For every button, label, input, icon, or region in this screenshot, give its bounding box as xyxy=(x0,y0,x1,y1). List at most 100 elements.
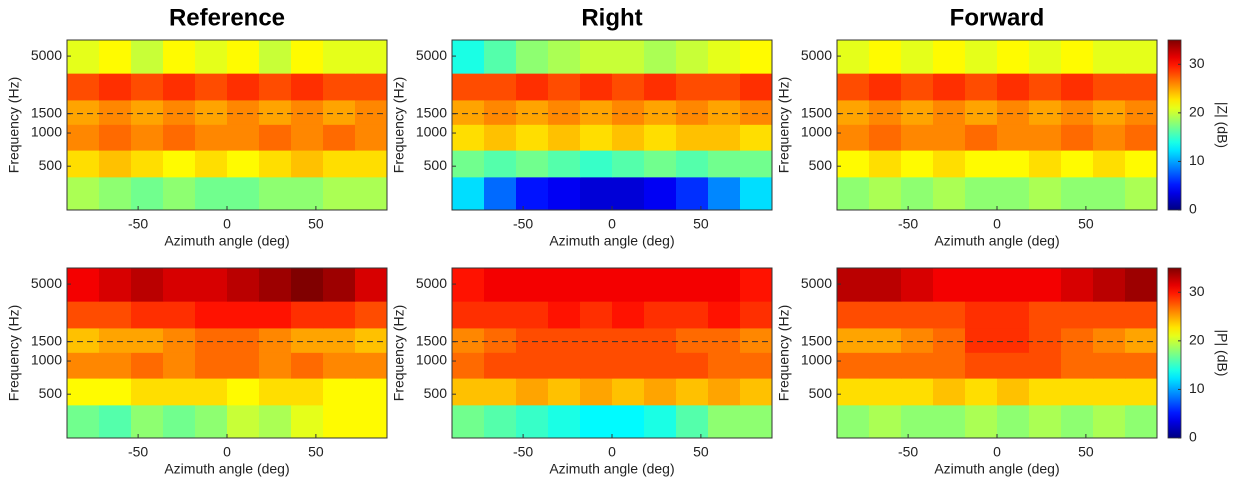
heatmap-cell xyxy=(484,99,517,125)
heatmap-cell xyxy=(1125,378,1158,406)
heatmap-cell xyxy=(484,352,517,379)
heatmap-cell xyxy=(548,150,581,178)
heatmap-cell xyxy=(484,268,517,302)
heatmap-cell xyxy=(612,404,645,439)
heatmap-cell xyxy=(933,404,966,439)
heatmap-cell xyxy=(997,150,1030,178)
heatmap-cell xyxy=(516,150,549,178)
heatmap-cell xyxy=(837,327,870,353)
heatmap-cell xyxy=(1093,352,1126,379)
heatmap-cell xyxy=(67,268,100,302)
y-tick-label: 5000 xyxy=(31,275,62,291)
heatmap-cell xyxy=(644,73,677,101)
heatmap-cell xyxy=(997,404,1030,439)
heatmap-cell xyxy=(1125,73,1158,101)
heatmap-cell xyxy=(67,40,100,74)
y-tick-label: 500 xyxy=(809,385,833,401)
heatmap-cell xyxy=(195,378,228,406)
heatmap-cell xyxy=(163,301,196,329)
heatmap-cell xyxy=(323,150,356,178)
heatmap-cell xyxy=(484,301,517,329)
heatmap-cell xyxy=(548,352,581,379)
y-tick-label: 1000 xyxy=(416,124,447,140)
heatmap-cell xyxy=(67,150,100,178)
heatmap-cell xyxy=(227,404,260,439)
heatmap-cell xyxy=(67,301,100,329)
heatmap-cell xyxy=(965,150,998,178)
heatmap-cell xyxy=(580,73,613,101)
heatmap-cell xyxy=(869,40,902,74)
y-tick-label: 1000 xyxy=(31,124,62,140)
heatmap-cell xyxy=(1029,176,1062,211)
heatmap-cell xyxy=(580,378,613,406)
heatmap-cell xyxy=(644,352,677,379)
heatmap-cell xyxy=(580,301,613,329)
heatmap-cell xyxy=(580,124,613,151)
x-axis-label: Azimuth angle (deg) xyxy=(549,461,674,477)
heatmap-cell xyxy=(644,378,677,406)
heatmap-cell xyxy=(99,176,132,211)
heatmap-cell xyxy=(99,99,132,125)
heatmap-cell xyxy=(1061,404,1094,439)
heatmap-cell xyxy=(548,99,581,125)
heatmap-cell xyxy=(452,301,485,329)
heatmap-cell xyxy=(1061,352,1094,379)
colorbar-tick-label: 30 xyxy=(1189,55,1205,71)
colorbar-label: |P| (dB) xyxy=(1214,330,1230,377)
y-axis-label: Frequency (Hz) xyxy=(776,77,792,173)
heatmap-cell xyxy=(644,99,677,125)
x-tick-label: -50 xyxy=(128,444,148,460)
heatmap-cell xyxy=(259,73,292,101)
heatmap-cell xyxy=(67,124,100,151)
x-tick-label: 50 xyxy=(693,216,709,232)
heatmap-cell xyxy=(965,378,998,406)
heatmap-cell xyxy=(163,176,196,211)
heatmap-cell xyxy=(1125,327,1158,353)
heatmap-cell xyxy=(644,268,677,302)
heatmap-cell xyxy=(548,404,581,439)
heatmap-cell xyxy=(933,124,966,151)
heatmap-cell xyxy=(676,176,709,211)
heatmap-cell xyxy=(676,404,709,439)
heatmap-cell xyxy=(869,301,902,329)
heatmap-cell xyxy=(131,352,164,379)
heatmap-cell xyxy=(67,176,100,211)
heatmap-cell xyxy=(676,352,709,379)
y-tick-label: 1500 xyxy=(801,104,832,120)
y-tick-label: 500 xyxy=(424,157,448,173)
heatmap-cell xyxy=(291,301,324,329)
heatmap-cell xyxy=(99,378,132,406)
heatmap-cell xyxy=(259,124,292,151)
heatmap-cell xyxy=(676,40,709,74)
heatmap-cell xyxy=(612,73,645,101)
heatmap-cell xyxy=(965,352,998,379)
heatmap-cell xyxy=(227,301,260,329)
heatmap-cell xyxy=(1125,99,1158,125)
heatmap-cell xyxy=(99,40,132,74)
panel-title: Reference xyxy=(169,4,285,31)
heatmap-cell xyxy=(452,40,485,74)
heatmap-cell xyxy=(195,150,228,178)
heatmap-cell xyxy=(259,268,292,302)
heatmap-cell xyxy=(612,301,645,329)
heatmap-cell xyxy=(1061,150,1094,178)
heatmap-cell xyxy=(355,378,388,406)
heatmap-cell xyxy=(869,176,902,211)
heatmap-cell xyxy=(1093,176,1126,211)
heatmap-cell xyxy=(131,176,164,211)
heatmap-cell xyxy=(259,99,292,125)
heatmap-cell xyxy=(291,176,324,211)
heatmap-cell xyxy=(933,99,966,125)
heatmap-cell xyxy=(195,327,228,353)
colorbar-tick-label: 20 xyxy=(1189,104,1205,120)
heatmap-cell xyxy=(580,268,613,302)
x-tick-label: 0 xyxy=(223,444,231,460)
heatmap-cell xyxy=(1125,176,1158,211)
y-tick-label: 5000 xyxy=(801,275,832,291)
heatmap-cell xyxy=(644,40,677,74)
heatmap-cell xyxy=(901,150,934,178)
heatmap-cell xyxy=(323,327,356,353)
y-tick-label: 1000 xyxy=(801,352,832,368)
heatmap-cell xyxy=(484,378,517,406)
